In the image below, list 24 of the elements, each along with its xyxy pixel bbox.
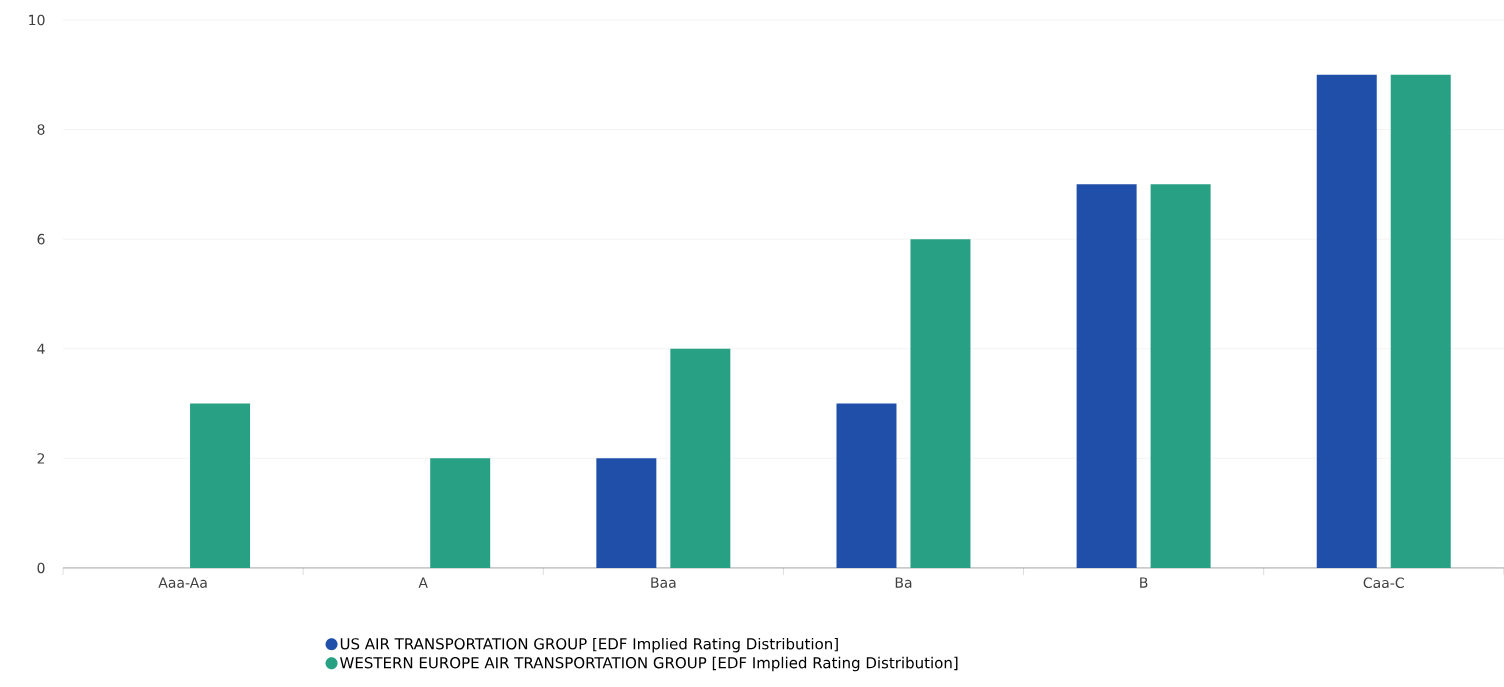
y-tick-label: 2: [37, 453, 45, 464]
x-tick-label: Aaa-Aa: [158, 577, 207, 588]
y-tick-label: 0: [37, 562, 45, 574]
y-tick-label: 4: [37, 343, 45, 354]
legend-label: US AIR TRANSPORTATION GROUP [EDF Implied Rating Distribution]: [340, 637, 838, 653]
y-tick-label: 10: [29, 14, 45, 26]
bar: [1150, 184, 1211, 568]
x-tick-label: Caa-C: [1363, 577, 1404, 589]
bar: [836, 403, 897, 568]
bar: [1076, 184, 1137, 568]
x-tick-label: B: [1140, 577, 1148, 588]
bar: [910, 239, 971, 568]
bar: [596, 458, 657, 568]
y-tick-label: 6: [37, 233, 45, 245]
x-tick-label: Ba: [895, 577, 912, 588]
bar: [1390, 74, 1451, 568]
bar: [1316, 74, 1377, 568]
bar: [430, 458, 491, 568]
legend-label: WESTERN EUROPE AIR TRANSPORTATION GROUP [EDF Implied Rating Distribution]: [340, 656, 958, 672]
bar: [670, 348, 731, 568]
x-tick-label: A: [418, 577, 428, 588]
bar: [190, 403, 251, 568]
x-tick-label: Baa: [651, 577, 676, 588]
y-tick-label: 8: [37, 124, 45, 135]
